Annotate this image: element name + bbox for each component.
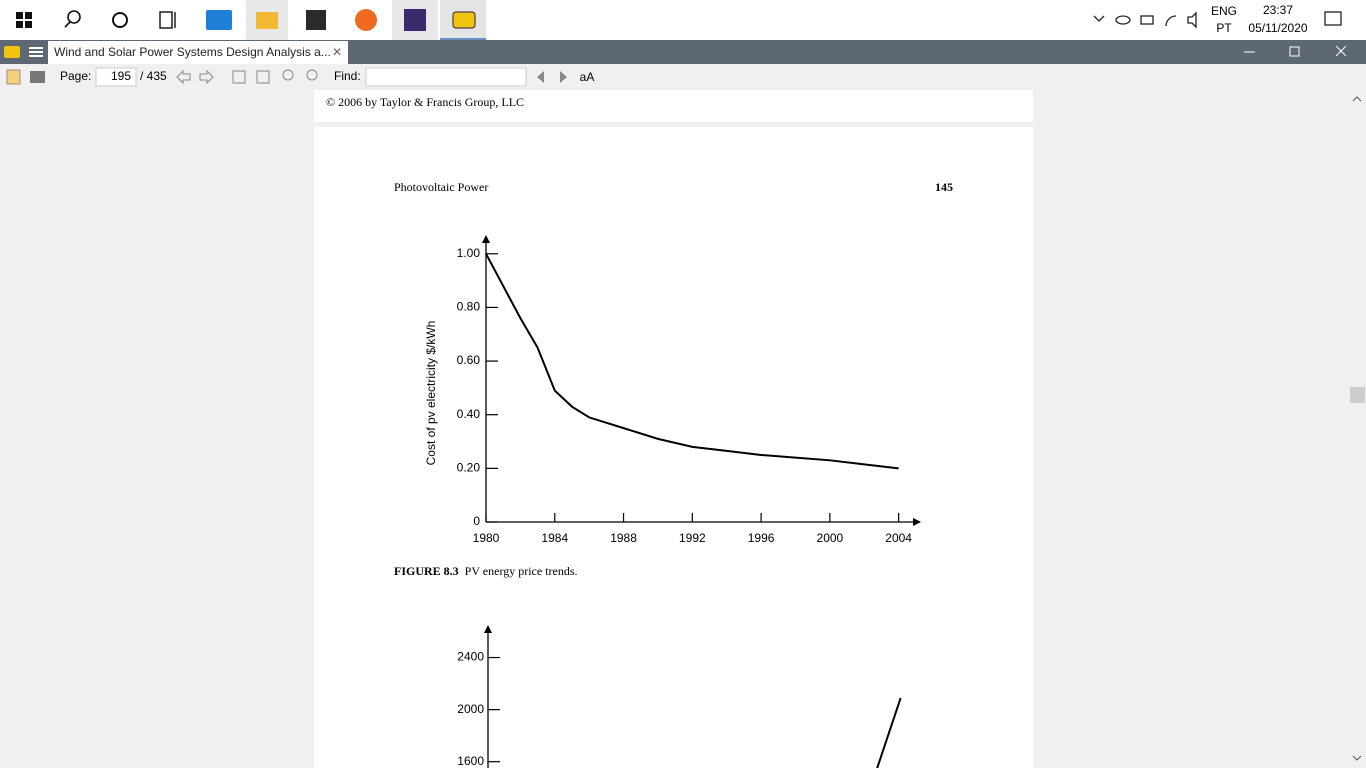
store-app[interactable]	[306, 10, 326, 30]
find-label: Find:	[334, 69, 361, 83]
y-tick-label: 0.80	[457, 300, 481, 314]
taskbar	[0, 0, 1366, 40]
x-tick-label: 2000	[817, 531, 844, 545]
search-button[interactable]	[64, 10, 81, 28]
find-prev[interactable]	[537, 71, 544, 83]
menu-button[interactable]	[29, 47, 43, 57]
figure-caption: FIGURE 8.3 PV energy price trends.	[394, 564, 578, 578]
scroll-down[interactable]	[1352, 755, 1362, 761]
firefox-app[interactable]	[355, 9, 377, 31]
data-line	[876, 697, 902, 768]
app-icon	[4, 46, 20, 58]
nav-buttons[interactable]	[176, 69, 318, 85]
start-button[interactable]	[16, 12, 32, 28]
y-tick-label: 1.00	[457, 246, 481, 260]
language[interactable]: ENG	[1211, 4, 1237, 18]
page-number: 145	[935, 180, 953, 194]
cortana-button[interactable]	[112, 12, 128, 28]
scroll-thumb[interactable]	[1350, 387, 1365, 403]
clock-time[interactable]: 23:37	[1263, 3, 1293, 17]
notifications-button[interactable]	[1324, 11, 1342, 26]
y-axis-arrow	[484, 625, 492, 633]
y-axis-title: Cost of pv electricity $/kWh	[424, 321, 438, 466]
page-input[interactable]	[95, 67, 137, 87]
figure-text: PV energy price trends.	[465, 564, 578, 578]
open-button[interactable]	[6, 69, 21, 85]
y-axis-arrow	[482, 235, 490, 243]
y-tick-label: 0	[473, 514, 480, 528]
copyright: © 2006 by Taylor & Francis Group, LLC	[326, 95, 524, 109]
x-tick-label: 1996	[748, 531, 775, 545]
tray-icons[interactable]	[1093, 11, 1197, 29]
y-tick-label: 0.60	[457, 353, 481, 367]
tab-title: Wind and Solar Power Systems Design Anal…	[54, 45, 331, 59]
tab[interactable]	[48, 41, 348, 64]
clock-date[interactable]: 05/11/2020	[1248, 21, 1307, 35]
pdf-app[interactable]	[452, 11, 476, 29]
figure-label: FIGURE 8.3	[394, 564, 459, 578]
x-tick-label: 1984	[541, 531, 568, 545]
restore-button[interactable]	[1289, 46, 1300, 57]
tex-app[interactable]	[404, 9, 426, 31]
x-axis-arrow	[913, 518, 921, 526]
x-tick-label: 1980	[473, 531, 500, 545]
tab-close[interactable]: ✕	[332, 45, 342, 59]
find-next[interactable]	[560, 71, 567, 83]
close-button[interactable]	[1335, 45, 1347, 57]
print-button[interactable]	[30, 71, 45, 83]
mail-app[interactable]	[206, 10, 232, 30]
figures: 0 0.20 0.40 0.60 0.80 1.00 1980 1984 1988 1992 199…	[457, 235, 921, 768]
region[interactable]: PT	[1216, 21, 1232, 35]
scrollbar[interactable]	[1349, 90, 1366, 768]
match-case[interactable]: aA	[580, 70, 595, 84]
find-input[interactable]	[365, 67, 527, 87]
x-tick-label: 1992	[679, 531, 706, 545]
explorer-app[interactable]	[256, 12, 278, 29]
page-total: / 435	[140, 69, 167, 83]
previous-page	[314, 90, 1033, 122]
y-tick-label: 0.20	[457, 461, 481, 475]
y-tick-label: 2400	[457, 650, 484, 664]
toolbar	[0, 64, 1366, 90]
task-view-button[interactable]	[159, 11, 176, 29]
x-tick-label: 2004	[885, 531, 912, 545]
page-label: Page:	[60, 69, 91, 83]
page-number[interactable]: 195	[111, 69, 131, 83]
x-tick-label: 1988	[610, 531, 637, 545]
current-page	[314, 127, 1033, 768]
y-tick-label: 0.40	[457, 407, 481, 421]
active-indicator	[440, 38, 486, 40]
scroll-up[interactable]	[1352, 96, 1362, 102]
y-tick-label: 1600	[457, 754, 484, 768]
y-tick-label: 2000	[457, 702, 484, 716]
running-head: Photovoltaic Power	[394, 180, 488, 194]
data-line	[485, 253, 899, 470]
